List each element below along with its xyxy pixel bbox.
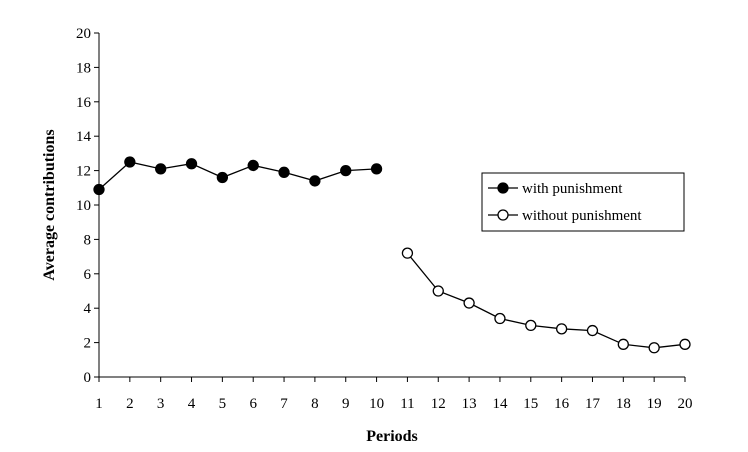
data-point: [617, 338, 629, 350]
legend-box: [481, 172, 685, 232]
x-tick-label: 7: [280, 396, 288, 412]
data-point: [93, 183, 105, 196]
series-line-1: [98, 161, 377, 190]
y-tick-label: 0: [84, 370, 92, 386]
y-axis-title: Average contributions: [41, 129, 58, 280]
data-point: [648, 342, 660, 354]
x-tick-label: 10: [369, 396, 384, 412]
y-tick-label: 18: [76, 60, 91, 76]
data-point: [309, 175, 321, 187]
x-tick-label: 20: [678, 396, 693, 412]
x-tick-label: 14: [492, 396, 508, 412]
y-tick-label: 6: [84, 267, 92, 283]
x-tick-label: 9: [342, 396, 350, 412]
x-tick-label: 5: [219, 396, 227, 412]
data-point: [278, 166, 290, 178]
y-tick-label: 10: [76, 198, 91, 214]
y-tick-label: 12: [76, 164, 91, 180]
x-tick-label: 4: [188, 396, 196, 412]
data-point: [370, 163, 383, 175]
data-point: [463, 297, 475, 309]
x-axis-title: Periods: [366, 428, 418, 445]
data-point: [155, 163, 167, 175]
data-point: [185, 158, 198, 170]
y-tick-label: 8: [84, 232, 92, 248]
x-tick-label: 12: [431, 396, 446, 412]
x-tick-label: 16: [554, 396, 570, 412]
y-tick-label: 4: [84, 301, 92, 317]
data-point: [216, 171, 229, 184]
data-point: [586, 324, 599, 337]
data-point: [124, 156, 136, 168]
x-tick-label: 1: [95, 396, 103, 412]
x-tick-label: 19: [647, 396, 662, 412]
legend-label: with punishment: [522, 181, 623, 197]
data-point: [525, 319, 537, 332]
legend-marker: [497, 182, 509, 194]
x-tick-label: 8: [311, 396, 319, 412]
data-point: [494, 312, 506, 325]
y-tick-label: 20: [76, 26, 91, 42]
x-tick-label: 3: [157, 396, 165, 412]
x-tick-label: 18: [616, 396, 631, 412]
data-point: [247, 159, 259, 172]
data-point: [679, 338, 691, 350]
legend-label: without punishment: [522, 208, 642, 224]
y-tick-label: 2: [84, 336, 92, 352]
data-point: [340, 164, 352, 177]
x-tick-label: 11: [400, 396, 414, 412]
data-point: [401, 247, 414, 259]
legend-marker: [497, 209, 509, 221]
x-tick-label: 13: [462, 396, 477, 412]
y-tick-label: 16: [76, 95, 92, 111]
series-line-2: [406, 252, 686, 349]
data-point: [432, 285, 444, 297]
x-tick-label: 6: [249, 396, 257, 412]
data-point: [555, 323, 568, 335]
y-tick-label: 14: [76, 129, 92, 145]
x-tick-label: 15: [523, 396, 538, 412]
x-tick-label: 2: [126, 396, 134, 412]
legend: with punishment without punishment: [481, 172, 685, 232]
x-tick-label: 17: [585, 396, 601, 412]
